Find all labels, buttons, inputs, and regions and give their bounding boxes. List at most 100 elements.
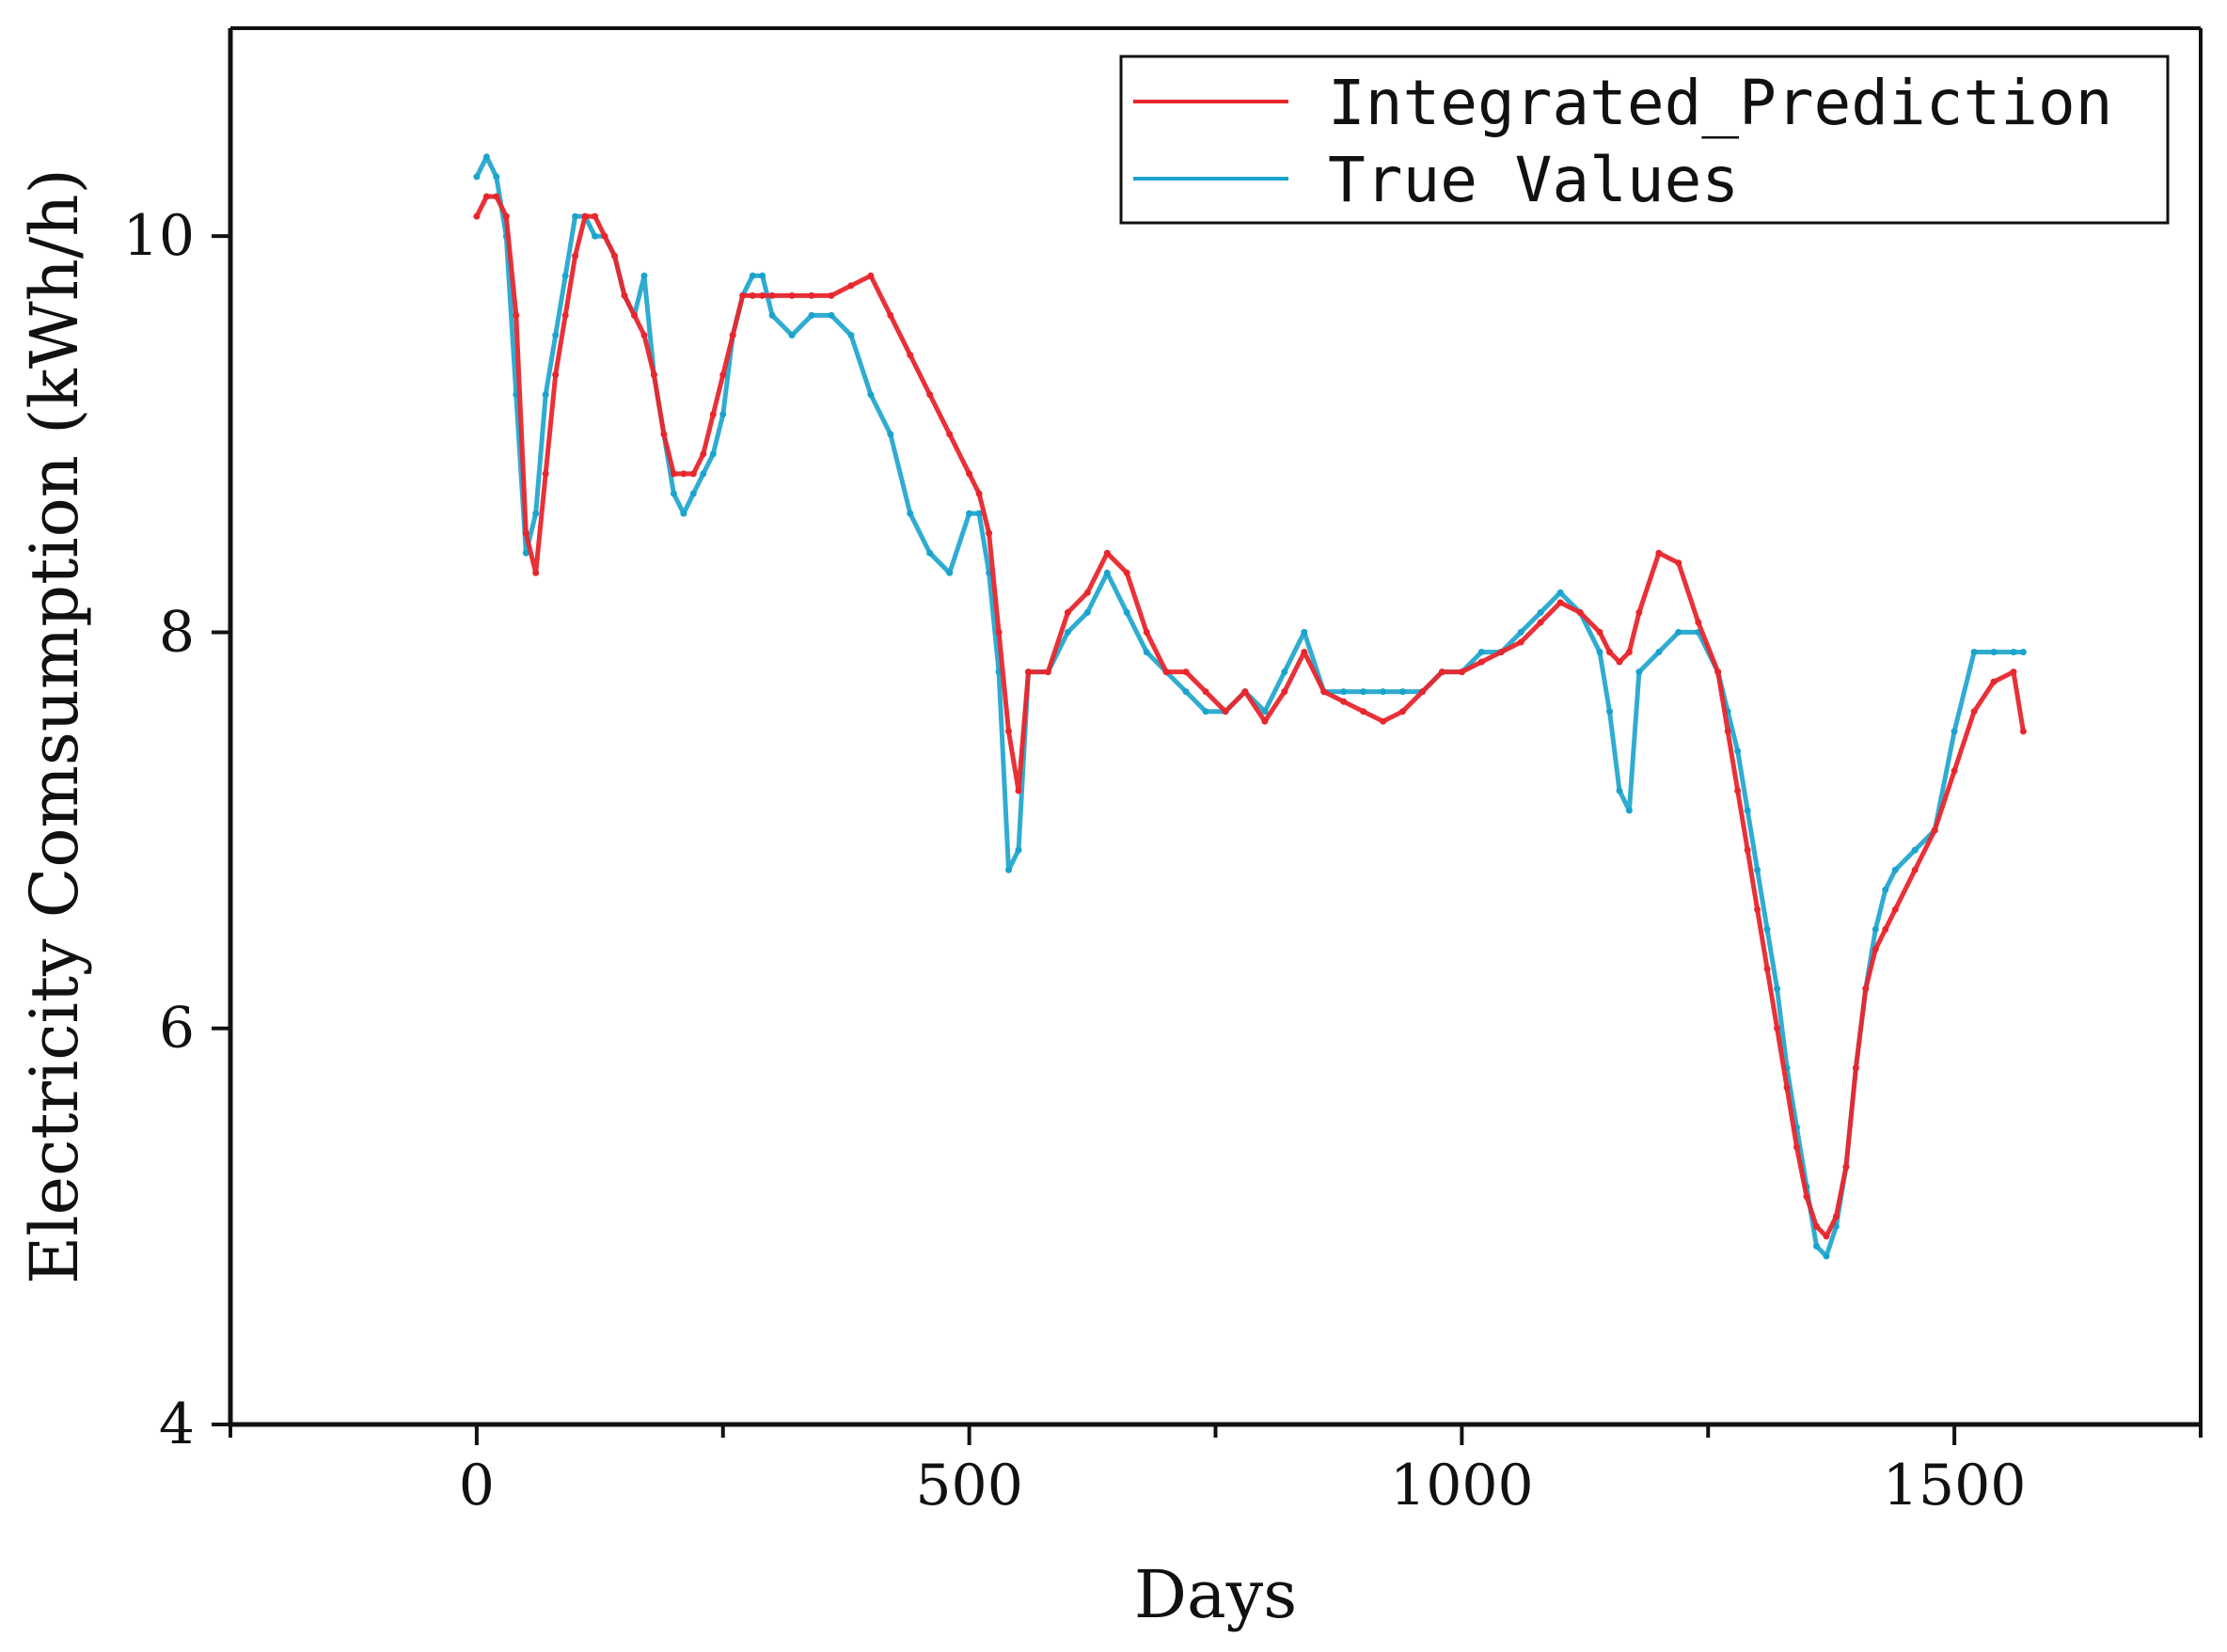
data-point-true-values — [473, 173, 481, 181]
data-point-true-values — [749, 272, 756, 279]
data-point-integrated-prediction — [1576, 608, 1584, 616]
data-point-integrated-prediction — [502, 212, 510, 220]
data-point-integrated-prediction — [995, 628, 1003, 636]
data-point-integrated-prediction — [1005, 728, 1012, 735]
data-point-true-values — [670, 490, 677, 497]
data-point-integrated-prediction — [1162, 669, 1170, 676]
data-point-true-values — [572, 212, 579, 220]
legend-label-integrated-prediction: Integrated_Prediction — [1328, 67, 2112, 139]
data-point-integrated-prediction — [660, 431, 668, 438]
y-axis-title: Electricity Comsumption (kWh/h) — [16, 168, 93, 1284]
data-point-true-values — [1882, 886, 1889, 893]
data-point-true-values — [493, 173, 500, 181]
data-point-integrated-prediction — [709, 411, 717, 418]
data-point-true-values — [1990, 649, 1998, 655]
data-point-integrated-prediction — [1803, 1193, 1810, 1201]
data-point-true-values — [680, 510, 687, 517]
data-point-true-values — [867, 391, 875, 399]
legend-label-true-values: True Values — [1328, 144, 1739, 216]
data-point-integrated-prediction — [907, 352, 914, 359]
data-point-integrated-prediction — [1891, 905, 1899, 913]
y-tick-label: 10 — [123, 203, 195, 269]
data-point-true-values — [946, 569, 954, 576]
data-point-integrated-prediction — [1281, 688, 1288, 696]
data-point-true-values — [532, 510, 540, 517]
data-point-true-values — [552, 332, 560, 338]
data-point-true-values — [561, 272, 569, 279]
data-point-integrated-prediction — [739, 291, 747, 299]
data-point-integrated-prediction — [1616, 658, 1623, 666]
data-point-integrated-prediction — [1596, 628, 1603, 636]
data-point-true-values — [1005, 866, 1012, 873]
data-point-integrated-prediction — [1103, 549, 1111, 557]
data-point-true-values — [926, 549, 934, 557]
data-point-integrated-prediction — [680, 470, 687, 478]
data-point-integrated-prediction — [552, 371, 560, 379]
data-point-true-values — [907, 510, 914, 517]
data-point-integrated-prediction — [1340, 698, 1348, 705]
data-point-integrated-prediction — [847, 282, 855, 290]
data-point-integrated-prediction — [759, 291, 766, 299]
data-point-integrated-prediction — [1724, 728, 1731, 735]
data-point-integrated-prediction — [1990, 678, 1998, 685]
data-point-integrated-prediction — [1083, 589, 1091, 596]
data-point-true-values — [1970, 649, 1978, 655]
data-point-integrated-prediction — [788, 291, 796, 299]
data-point-true-values — [1891, 866, 1899, 873]
data-point-true-values — [808, 311, 815, 319]
data-point-integrated-prediction — [473, 212, 481, 220]
data-point-integrated-prediction — [631, 311, 638, 319]
data-point-true-values — [1754, 866, 1761, 873]
data-point-integrated-prediction — [1970, 708, 1978, 716]
data-point-integrated-prediction — [1842, 1163, 1850, 1171]
data-point-integrated-prediction — [1399, 708, 1406, 716]
data-point-integrated-prediction — [1419, 688, 1426, 696]
data-point-true-values — [1774, 985, 1781, 993]
data-point-true-values — [1399, 688, 1406, 696]
data-point-true-values — [482, 153, 490, 161]
data-point-true-values — [1635, 669, 1643, 676]
data-point-integrated-prediction — [1320, 688, 1328, 696]
data-point-true-values — [1182, 688, 1190, 696]
data-point-true-values — [719, 411, 727, 418]
data-point-integrated-prediction — [1823, 1233, 1830, 1240]
data-point-true-values — [1744, 807, 1751, 814]
data-point-integrated-prediction — [1862, 985, 1870, 993]
data-point-true-values — [887, 431, 894, 438]
data-point-true-values — [1596, 649, 1603, 655]
data-point-integrated-prediction — [887, 311, 894, 319]
data-point-true-values — [1911, 846, 1919, 854]
data-point-integrated-prediction — [1714, 669, 1722, 676]
data-point-integrated-prediction — [1793, 1143, 1800, 1151]
data-point-integrated-prediction — [1774, 1025, 1781, 1032]
data-point-integrated-prediction — [1064, 608, 1071, 616]
data-point-true-values — [1083, 608, 1091, 616]
data-point-integrated-prediction — [700, 450, 707, 458]
data-point-integrated-prediction — [621, 291, 628, 299]
data-point-integrated-prediction — [966, 470, 973, 478]
data-point-integrated-prediction — [1360, 708, 1367, 716]
data-point-true-values — [759, 272, 766, 279]
data-point-integrated-prediction — [1951, 767, 1958, 775]
data-point-integrated-prediction — [1202, 688, 1209, 696]
data-point-true-values — [522, 549, 529, 557]
data-point-integrated-prediction — [1241, 688, 1249, 696]
x-axis-title: Days — [1134, 1556, 1297, 1633]
data-point-integrated-prediction — [482, 193, 490, 200]
data-point-integrated-prediction — [1832, 1213, 1840, 1220]
y-tick-label: 6 — [159, 996, 195, 1062]
data-point-integrated-prediction — [729, 332, 736, 338]
data-point-integrated-prediction — [1015, 787, 1022, 795]
data-point-true-values — [975, 510, 983, 517]
data-point-integrated-prediction — [1222, 708, 1229, 716]
data-point-integrated-prediction — [493, 193, 500, 200]
data-point-integrated-prediction — [808, 291, 815, 299]
data-point-integrated-prediction — [1734, 787, 1742, 795]
data-point-integrated-prediction — [670, 470, 677, 478]
data-point-integrated-prediction — [768, 291, 776, 299]
data-point-integrated-prediction — [561, 311, 569, 319]
data-point-true-values — [828, 311, 835, 319]
data-point-true-values — [1301, 628, 1308, 636]
data-point-integrated-prediction — [650, 371, 657, 379]
